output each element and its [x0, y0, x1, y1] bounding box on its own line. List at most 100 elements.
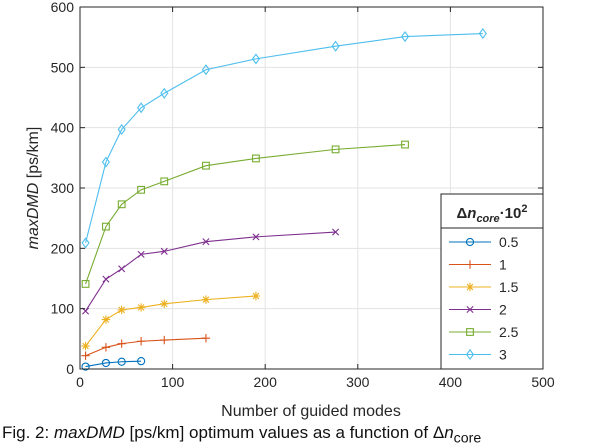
- data-point: [400, 31, 410, 43]
- figure-caption: Fig. 2: maxDMD [ps/km] optimum values as…: [2, 423, 482, 446]
- x-tick-label: 100: [161, 374, 185, 390]
- data-point: [81, 341, 90, 351]
- series-2.5: [81, 140, 409, 288]
- data-point: [137, 185, 146, 194]
- data-point: [136, 357, 146, 366]
- data-point: [81, 362, 90, 371]
- data-point: [401, 140, 409, 149]
- legend-title-delta: Δ: [456, 205, 467, 222]
- series-2: [82, 228, 340, 315]
- legend-title: Δncore·102: [456, 203, 527, 225]
- legend-swatch-marker: [465, 282, 475, 292]
- legend-entry-2: 2: [449, 302, 507, 318]
- data-point: [117, 123, 126, 136]
- data-point: [101, 358, 111, 368]
- data-point: [136, 337, 146, 346]
- legend-title-sub: core: [476, 213, 499, 225]
- legend-swatch-marker: [466, 328, 474, 336]
- x-tick-label: 400: [439, 374, 463, 390]
- series-3: [81, 27, 487, 249]
- data-point: [117, 200, 126, 209]
- data-point: [160, 247, 168, 255]
- data-point: [332, 228, 340, 236]
- y-tick-label: 200: [51, 240, 75, 256]
- x-tick-label: 500: [531, 374, 555, 390]
- data-point: [101, 315, 111, 324]
- data-point: [160, 299, 169, 309]
- data-point: [136, 303, 146, 312]
- data-point: [81, 351, 90, 360]
- legend-swatch-marker: [466, 305, 474, 314]
- data-point: [478, 27, 487, 40]
- data-point: [160, 87, 169, 99]
- legend: Δncore·102 0.5 1 1.5 2 2.5 3: [440, 193, 544, 370]
- series-line: [85, 337, 206, 357]
- data-point: [202, 161, 210, 170]
- series-line: [85, 32, 483, 244]
- data-point: [331, 145, 340, 154]
- y-axis-label-unit: [ps/km]: [25, 127, 42, 183]
- x-tick-label: 200: [254, 374, 278, 390]
- data-point: [81, 280, 90, 288]
- data-point: [160, 177, 169, 186]
- chart: 0 100 200 300 400 500 0 100 200 300 400 500 600 Numb…: [25, 0, 555, 420]
- data-point: [201, 334, 211, 343]
- y-tick-label: 100: [51, 301, 75, 317]
- data-point: [331, 40, 340, 52]
- data-point: [202, 238, 210, 246]
- data-point: [117, 339, 126, 348]
- legend-swatch-marker: [465, 348, 475, 361]
- legend-entry-0.5: 0.5: [449, 234, 519, 250]
- legend-title-sup: 2: [521, 203, 527, 215]
- y-tick-label: 400: [51, 120, 75, 136]
- data-point: [81, 237, 90, 249]
- legend-label: 0.5: [499, 234, 519, 250]
- legend-swatch-marker: [465, 260, 475, 269]
- data-point: [251, 291, 261, 301]
- data-point: [118, 265, 126, 273]
- series-line: [85, 144, 406, 285]
- data-point: [101, 343, 111, 352]
- legend-swatch-marker: [465, 237, 475, 247]
- legend-label: 1.5: [499, 279, 519, 295]
- data-point: [137, 250, 145, 258]
- data-point: [117, 357, 126, 366]
- legend-label: 2: [499, 302, 507, 318]
- series-line: [85, 360, 142, 368]
- x-axis-label: Number of guided modes: [221, 403, 401, 420]
- data-point: [201, 295, 211, 304]
- y-axis-label-var: maxDMD: [25, 182, 42, 249]
- series-0.5: [81, 357, 146, 371]
- legend-box: [440, 193, 544, 370]
- legend-label: 3: [499, 347, 507, 363]
- data-point: [252, 233, 260, 241]
- data-point: [102, 275, 110, 283]
- legend-entry-1: 1: [449, 257, 507, 273]
- y-axis-label: maxDMD [ps/km]: [25, 127, 42, 250]
- data-point: [160, 335, 169, 345]
- y-tick-label: 500: [51, 59, 75, 75]
- data-point: [101, 156, 110, 168]
- data-point: [201, 64, 210, 76]
- data-point: [137, 102, 146, 114]
- data-point: [251, 53, 260, 65]
- axes: 0 100 200 300 400 500 0 100 200 300 400 500 600: [51, 0, 555, 390]
- series-line: [85, 231, 336, 312]
- y-tick-label: 300: [51, 180, 75, 196]
- series-layer: [81, 27, 487, 371]
- data-point: [102, 222, 110, 231]
- series-1.5: [81, 291, 261, 351]
- y-tick-label: 600: [51, 0, 75, 15]
- legend-entry-1.5: 1.5: [449, 279, 519, 295]
- data-point: [252, 154, 260, 163]
- legend-label: 1: [499, 257, 507, 273]
- series-1: [81, 334, 211, 360]
- legend-title-scale: ·10: [500, 205, 522, 222]
- legend-label: 2.5: [499, 324, 519, 340]
- data-point: [117, 305, 126, 315]
- x-tick-label: 300: [346, 374, 370, 390]
- y-tick-label: 0: [66, 361, 74, 377]
- legend-entry-2.5: 2.5: [449, 324, 519, 340]
- x-tick-label: 0: [76, 374, 84, 390]
- legend-entry-3: 3: [449, 347, 507, 363]
